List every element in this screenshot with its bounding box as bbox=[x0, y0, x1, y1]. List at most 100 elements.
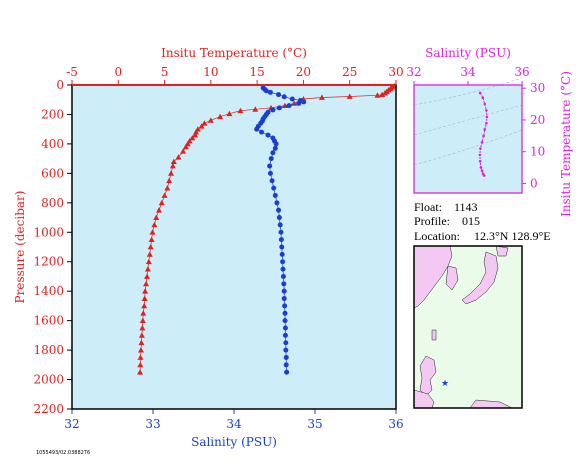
inset-ts-point bbox=[480, 169, 484, 173]
float-location-marker: ★ bbox=[441, 379, 449, 389]
temperature-point bbox=[141, 295, 148, 301]
salinity-point bbox=[282, 303, 288, 309]
temperature-tick-label: 15 bbox=[250, 65, 265, 79]
salinity-series bbox=[254, 85, 307, 375]
pressure-tick-label: 1800 bbox=[33, 343, 64, 357]
salinity-point bbox=[263, 88, 269, 94]
salinity-point bbox=[272, 145, 278, 151]
salinity-point bbox=[259, 129, 265, 135]
salinity-point bbox=[283, 347, 289, 353]
salinity-point bbox=[265, 132, 271, 138]
salinity-point bbox=[276, 105, 282, 111]
footer-code: 1055493/02.0388276 bbox=[36, 450, 90, 456]
pressure-tick-label: 1200 bbox=[33, 255, 64, 269]
salinity-point bbox=[301, 99, 307, 105]
salinity-point bbox=[276, 92, 282, 98]
salinity-point bbox=[280, 266, 286, 272]
inset-temperature-tick-label: 30 bbox=[530, 81, 545, 95]
temperature-point bbox=[237, 107, 244, 114]
temperature-point bbox=[139, 317, 146, 324]
salinity-axis-ticks: 32 33 34 35 36 bbox=[64, 409, 404, 431]
salinity-tick-label: 33 bbox=[145, 417, 160, 431]
salinity-point bbox=[282, 310, 288, 316]
inset-ts-point bbox=[478, 159, 482, 163]
locator-map: ★ bbox=[413, 245, 523, 409]
salinity-point bbox=[280, 259, 286, 265]
temperature-point bbox=[169, 163, 176, 169]
salinity-point bbox=[284, 369, 290, 375]
temperature-point bbox=[168, 170, 175, 176]
inset-ts-point bbox=[482, 174, 486, 177]
inset-temperature-label: Insitu Temperature (°C) bbox=[559, 71, 573, 217]
salinity-point bbox=[267, 170, 273, 176]
map-land bbox=[413, 245, 513, 409]
temperature-point bbox=[379, 91, 386, 97]
inset-ts-point bbox=[479, 166, 483, 169]
temperature-point bbox=[147, 244, 154, 250]
pressure-tick-label: 2200 bbox=[33, 402, 64, 416]
temperature-point bbox=[146, 251, 153, 257]
inset-ts-point bbox=[478, 153, 482, 157]
temperature-point bbox=[143, 273, 150, 279]
temperature-tick-label: -5 bbox=[66, 65, 78, 79]
temperature-point bbox=[226, 110, 233, 117]
temperature-tick-label: 30 bbox=[388, 65, 403, 79]
ts-inset-plot: 32 34 36 0 10 20 30 Salinity (PSU) Insitu Temp… bbox=[406, 46, 573, 217]
location-label: Location: bbox=[414, 229, 460, 243]
temperature-point bbox=[137, 354, 144, 360]
pressure-tick-label: 1000 bbox=[33, 225, 64, 239]
temperature-point bbox=[143, 280, 150, 287]
pressure-tick-label: 200 bbox=[41, 107, 64, 121]
salinity-point bbox=[269, 178, 275, 184]
temperature-point bbox=[207, 117, 214, 123]
inset-plot-frame bbox=[413, 84, 523, 194]
temperature-point bbox=[180, 148, 187, 154]
temperature-point bbox=[138, 332, 145, 338]
salinity-point bbox=[270, 107, 276, 113]
salinity-point bbox=[278, 237, 284, 243]
inset-ts-series bbox=[478, 91, 489, 177]
float-value: 1143 bbox=[454, 200, 478, 214]
inset-temperature-tick-label: 0 bbox=[530, 176, 538, 190]
float-label: Float: bbox=[414, 200, 442, 214]
pressure-tick-label: 0 bbox=[56, 78, 64, 92]
pressure-axis-label: Pressure (decibar) bbox=[13, 191, 27, 304]
salinity-point bbox=[272, 192, 278, 198]
temperature-point bbox=[346, 93, 353, 99]
temperature-point bbox=[149, 229, 156, 235]
inset-salinity-tick-label: 32 bbox=[406, 65, 421, 79]
temperature-point bbox=[156, 207, 163, 213]
profile-label: Profile: bbox=[414, 214, 450, 228]
temperature-point bbox=[144, 266, 151, 272]
pressure-axis-ticks: 0 200 400 600 800 1000 1200 1400 1600 1800 2000 220… bbox=[33, 78, 72, 416]
inset-ts-point bbox=[483, 102, 487, 106]
temperature-point bbox=[170, 158, 177, 164]
temperature-tick-label: 10 bbox=[203, 65, 218, 79]
temperature-point bbox=[148, 236, 155, 243]
map-frame bbox=[413, 245, 523, 409]
salinity-point bbox=[281, 281, 287, 287]
salinity-point bbox=[279, 251, 285, 257]
pressure-tick-label: 800 bbox=[41, 196, 64, 210]
temperature-point bbox=[151, 221, 158, 228]
inset-ts-line bbox=[479, 92, 488, 176]
inset-ts-point bbox=[480, 140, 484, 144]
main-plot: -5 0 5 10 15 20 25 30 32 33 34 35 36 02004006008001… bbox=[13, 46, 404, 449]
pressure-tick-label: 1400 bbox=[33, 284, 64, 298]
salinity-point bbox=[276, 207, 282, 213]
temperature-point bbox=[139, 325, 146, 331]
temperature-point bbox=[198, 123, 205, 129]
temperature-point bbox=[161, 192, 168, 198]
salinity-axis-label: Salinity (PSU) bbox=[191, 435, 277, 449]
inset-ts-point bbox=[481, 96, 485, 100]
temperature-axis-ticks: -5 0 5 10 15 20 25 30 bbox=[66, 65, 404, 85]
salinity-point bbox=[296, 100, 302, 106]
salinity-point bbox=[283, 362, 289, 368]
salinity-point bbox=[281, 296, 287, 302]
inset-ts-point bbox=[478, 91, 482, 95]
salinity-point bbox=[278, 229, 284, 235]
temperature-point bbox=[137, 347, 144, 353]
salinity-point bbox=[276, 215, 282, 221]
temperature-tick-label: 25 bbox=[342, 65, 357, 79]
